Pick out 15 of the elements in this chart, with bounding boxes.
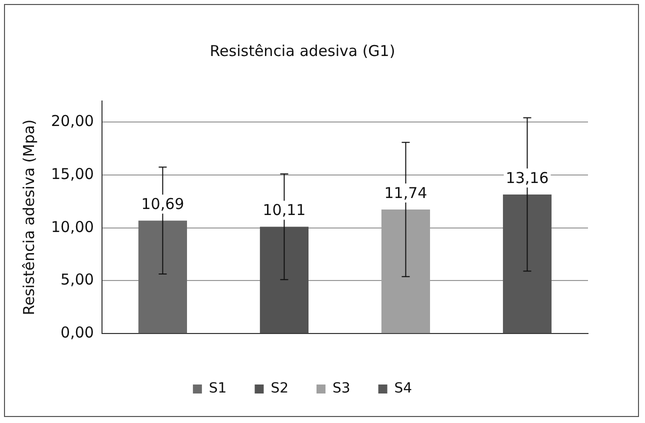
data-label: 10,69 (141, 194, 184, 213)
y-tick-label: 15,00 (50, 164, 94, 183)
legend-label: S1 (208, 380, 227, 397)
data-label: 11,74 (384, 184, 428, 202)
y-axis-title: Resistência adesiva (Mpa) (20, 119, 38, 316)
data-label: 10,11 (262, 201, 306, 220)
legend-label: S4 (394, 380, 412, 397)
legend-label: S3 (332, 380, 350, 397)
y-tick-label: 0,00 (60, 323, 94, 342)
y-tick-label: 10,00 (50, 218, 94, 236)
chart-title: Resistência adesiva (G1) (210, 42, 396, 60)
y-tick-label: 5,00 (60, 270, 94, 289)
data-label: 13,16 (506, 168, 549, 187)
y-tick-label: 20,00 (50, 112, 94, 130)
legend-label: S2 (270, 380, 289, 397)
